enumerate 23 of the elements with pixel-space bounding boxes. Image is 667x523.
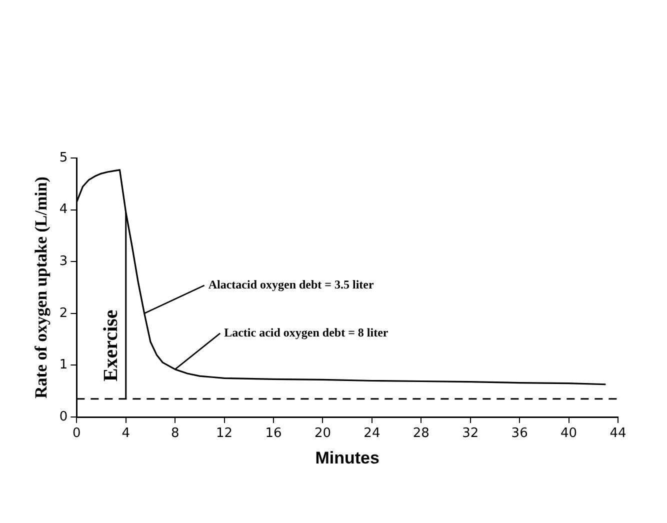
x-tick-label: 16	[265, 426, 282, 442]
y-tick-label: 4	[59, 202, 68, 218]
x-tick-label: 28	[412, 426, 430, 442]
x-tick-label: 24	[364, 426, 380, 442]
x-tick-label: 32	[462, 426, 479, 442]
x-tick-label: 44	[610, 426, 626, 442]
ref-line-label: Exercise	[100, 310, 122, 382]
annotation: Alactacid oxygen debt = 3.5 liter	[208, 277, 374, 292]
y-tick-label: 0	[59, 409, 68, 424]
x-tick-label: 20	[314, 426, 332, 442]
x-axis-title: Minutes	[315, 448, 380, 468]
x-tick-label: 4	[122, 426, 130, 442]
x-tick-label: 40	[560, 426, 578, 442]
y-axis-title: Rate of oxygen uptake (L/min)	[32, 176, 51, 398]
x-tick-label: 36	[511, 426, 528, 442]
y-tick-label: 1	[59, 358, 68, 373]
y-tick-label: 5	[59, 150, 68, 166]
x-tick-label: 12	[216, 426, 233, 442]
x-tick-label: 0	[72, 426, 81, 442]
y-tick-label: 3	[59, 254, 68, 269]
y-tick-label: 2	[59, 306, 68, 321]
x-tick-label: 8	[170, 426, 180, 442]
annotation: Lactic acid oxygen debt = 8 liter	[224, 325, 389, 340]
